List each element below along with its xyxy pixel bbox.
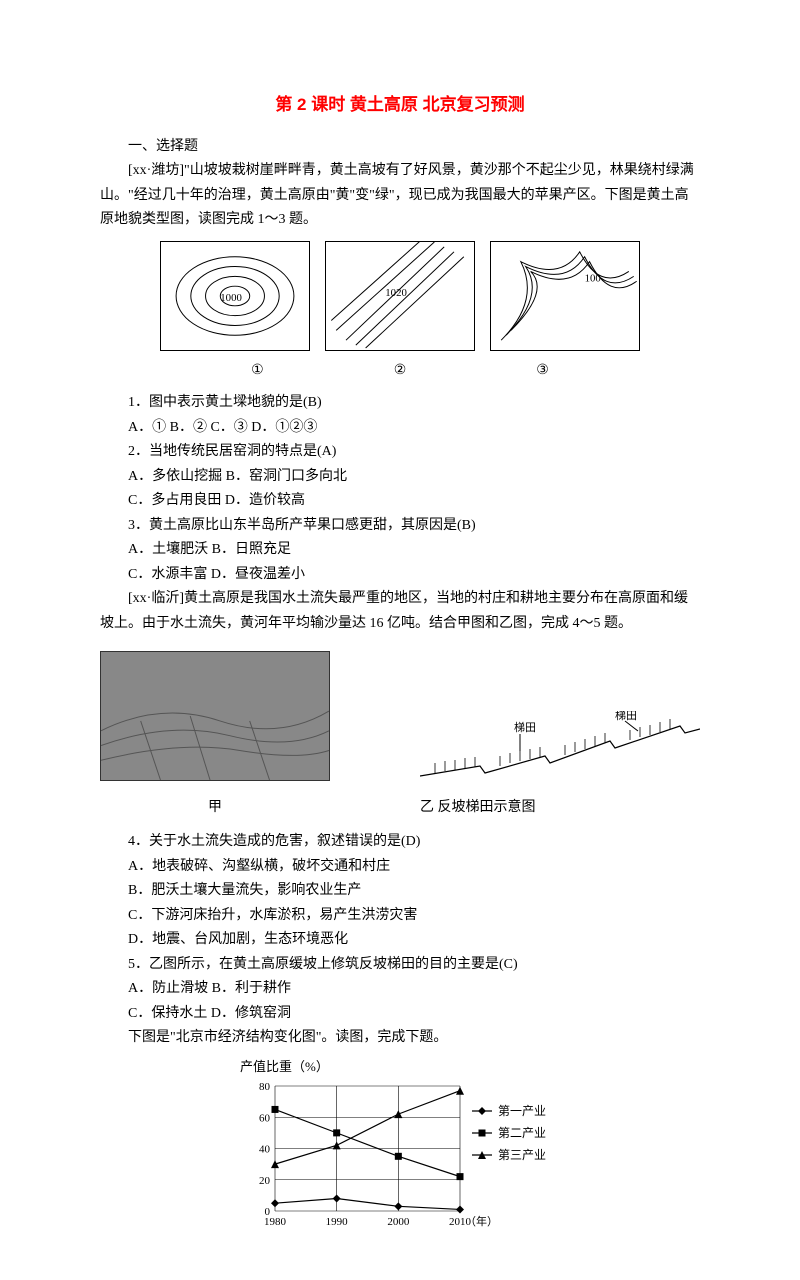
svg-text:梯田: 梯田 [514,721,536,734]
contour-row: 1000 1020 100 [100,241,700,351]
label-3: ③ [536,359,549,384]
q4-c: C．下游河床抬升，水库淤积，易产生洪涝灾害 [100,904,700,929]
svg-text:第一产业: 第一产业 [498,1104,546,1118]
svg-text:100: 100 [585,272,601,284]
svg-text:1980: 1980 [264,1216,287,1228]
chart-ylabel: 产值比重（%） [240,1056,560,1079]
svg-text:1000: 1000 [220,292,242,304]
q5-a: A．防止滑坡 B．利于耕作 [100,977,700,1002]
contour-map-1: 1000 [160,241,310,351]
svg-text:梯田: 梯田 [615,711,637,722]
caption-row: 甲 乙 反坡梯田示意图 [100,796,700,821]
q5: 5．乙图所示，在黄土高原缓坡上修筑反坡梯田的目的主要是(C) [100,953,700,978]
terrain-photo-icon [100,651,330,781]
q3-opts-b: C．水源丰富 D．昼夜温差小 [100,563,700,588]
doc-title: 第 2 课时 黄土高原 北京复习预测 [100,90,700,120]
terrace-diagram-icon: 梯田 梯田 [420,711,700,781]
chart-container: 产值比重（%） 0204060801980199020002010（年）第一产业… [100,1056,700,1240]
svg-text:1020: 1020 [385,287,407,299]
q4-d: D．地震、台风加剧，生态环境恶化 [100,928,700,953]
svg-text:60: 60 [259,1112,271,1124]
page-root: 第 2 课时 黄土高原 北京复习预测 一、选择题 [xx·潍坊]"山坡坡栽树崖畔… [0,0,800,1280]
intro-1: [xx·潍坊]"山坡坡栽树崖畔畔青，黄土高坡有了好风景，黄沙那个不起尘少见，林果… [100,159,700,233]
svg-text:2000: 2000 [387,1216,410,1228]
q2-opts-b: C．多占用良田 D．造价较高 [100,489,700,514]
label-2: ② [394,359,407,384]
caption-yi: 乙 反坡梯田示意图 [420,796,700,821]
svg-text:（年）: （年） [465,1214,498,1228]
q1-opts: A．① B．② C．③ D．①②③ [100,416,700,441]
q3-opts-a: A．土壤肥沃 B．日照充足 [100,538,700,563]
figure-row-2: 梯田 梯田 [100,651,700,791]
contour-map-2: 1020 [325,241,475,351]
chart-intro: 下图是"北京市经济结构变化图"。读图，完成下题。 [100,1026,700,1051]
svg-text:40: 40 [259,1143,271,1155]
q4: 4．关于水土流失造成的危害，叙述错误的是(D) [100,830,700,855]
q1: 1．图中表示黄土墚地貌的是(B) [100,391,700,416]
svg-text:第二产业: 第二产业 [498,1126,546,1140]
svg-text:80: 80 [259,1081,271,1093]
svg-text:1990: 1990 [326,1216,349,1228]
label-1: ① [251,359,264,384]
line-chart: 0204060801980199020002010（年）第一产业第二产业第三产业 [240,1081,560,1231]
q4-b: B．肥沃土壤大量流失，影响农业生产 [100,879,700,904]
contour-labels: ① ② ③ [100,359,700,384]
intro-2: [xx·临沂]黄土高原是我国水土流失最严重的地区，当地的村庄和耕地主要分布在高原… [100,587,700,636]
q4-a: A．地表破碎、沟壑纵横，破坏交通和村庄 [100,855,700,880]
q3: 3．黄土高原比山东半岛所产苹果口感更甜，其原因是(B) [100,514,700,539]
q5-b: C．保持水土 D．修筑窑洞 [100,1002,700,1027]
q2-opts-a: A．多依山挖掘 B．窑洞门口多向北 [100,465,700,490]
caption-jia: 甲 [100,796,330,821]
figure-yi: 梯田 梯田 [420,711,700,791]
section-heading: 一、选择题 [100,135,700,160]
svg-text:20: 20 [259,1174,271,1186]
svg-text:第三产业: 第三产业 [498,1148,546,1162]
q2: 2．当地传统民居窑洞的特点是(A) [100,440,700,465]
contour-map-3: 100 [490,241,640,351]
figure-jia [100,651,330,791]
